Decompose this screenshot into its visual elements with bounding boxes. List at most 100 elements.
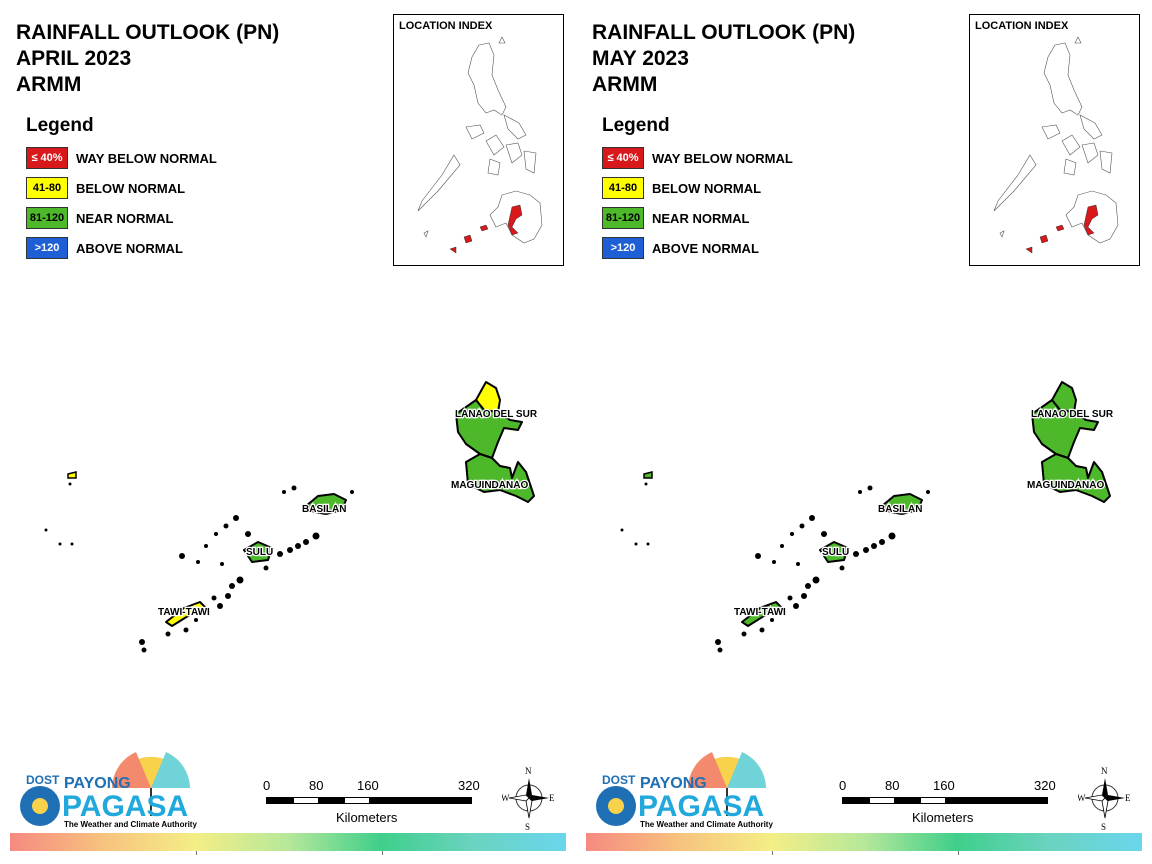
scale-bar: 0 80 160 320 Kilometers: [262, 776, 492, 836]
payong-pagasa-logo: DOST PAYONG PAGASA The Weather and Clima…: [594, 742, 774, 832]
legend-title: Legend: [602, 115, 670, 136]
legend-label: WAY BELOW NORMAL: [76, 151, 217, 166]
label-lanao-del-sur: LANAO DEL SUR: [1031, 409, 1114, 420]
legend-row-way-below-normal: ≤ 40% WAY BELOW NORMAL: [602, 147, 793, 177]
legend-label: BELOW NORMAL: [652, 181, 762, 196]
panel-title: RAINFALL OUTLOOK (PN) APRIL 2023 ARMM: [16, 20, 279, 98]
basilan-shape: [881, 493, 923, 515]
sulu-archipelago-islands: [620, 482, 930, 653]
logo-payong-text: PAYONG: [640, 775, 707, 792]
label-lanao-del-sur: LANAO DEL SUR: [455, 409, 538, 420]
scale-tick: 0: [263, 778, 271, 793]
scale-tick: 320: [458, 778, 480, 793]
scale-unit-label: Kilometers: [336, 810, 398, 825]
panel-title: RAINFALL OUTLOOK (PN) MAY 2023 ARMM: [592, 20, 855, 98]
basilan-shape: [305, 493, 347, 515]
compass-south-label: S: [1101, 822, 1106, 832]
scale-tick: 80: [309, 778, 324, 793]
armm-map: LANAO DEL SUR MAGUINDANAO BASILAN SULU T…: [0, 350, 576, 680]
legend-swatch: ≤ 40%: [26, 147, 68, 169]
scale-tick: 160: [357, 778, 379, 793]
legend-row-way-below-normal: ≤ 40% WAY BELOW NORMAL: [26, 147, 217, 177]
philippines-index-map: [417, 36, 543, 254]
compass-north-label: N: [525, 766, 532, 776]
scale-tick: 0: [839, 778, 847, 793]
label-sulu: SULU: [246, 547, 273, 558]
armm-province-map: LANAO DEL SUR MAGUINDANAO BASILAN SULU T…: [620, 381, 1115, 653]
legend-swatch: 81-120: [602, 207, 644, 229]
legend-label: WAY BELOW NORMAL: [652, 151, 793, 166]
maguindanao-shape: [1041, 453, 1111, 503]
sulu-shape: [243, 541, 273, 563]
tawi-tawi-shape: [741, 601, 783, 627]
logo-pagasa-text: PAGASA: [62, 790, 188, 823]
legend-swatch: 41-80: [602, 177, 644, 199]
legend-row-near-normal: 81-120 NEAR NORMAL: [26, 207, 174, 237]
legend-swatch: >120: [26, 237, 68, 259]
legend-label: NEAR NORMAL: [76, 211, 174, 226]
scale-bar-segments: [266, 797, 472, 804]
payong-pagasa-logo: DOST PAYONG PAGASA The Weather and Clima…: [18, 742, 198, 832]
scale-tick: 320: [1034, 778, 1056, 793]
tawi-tawi-shape: [165, 601, 207, 627]
maguindanao-shape: [465, 453, 535, 503]
label-maguindanao: MAGUINDANAO: [451, 480, 528, 491]
label-tawi-tawi: TAWI-TAWI: [158, 607, 210, 618]
outlook-panel-april: RAINFALL OUTLOOK (PN) APRIL 2023 ARMM Le…: [0, 14, 576, 855]
legend-row-above-normal: >120 ABOVE NORMAL: [602, 237, 759, 267]
compass-east-label: E: [549, 793, 555, 803]
scale-tick: 160: [933, 778, 955, 793]
legend: Legend ≤ 40% WAY BELOW NORMAL 41-80 BELO…: [602, 115, 793, 267]
location-index-title: LOCATION INDEX: [399, 20, 493, 32]
legend-title: Legend: [26, 115, 94, 136]
scale-bar-segments: [842, 797, 1048, 804]
title-line-region: ARMM: [16, 73, 82, 96]
legend-swatch: 41-80: [26, 177, 68, 199]
legend-row-above-normal: >120 ABOVE NORMAL: [26, 237, 183, 267]
small-island-shape: [67, 471, 77, 479]
title-line-region: ARMM: [592, 73, 658, 96]
legend-label: NEAR NORMAL: [652, 211, 750, 226]
label-sulu: SULU: [822, 547, 849, 558]
legend-swatch: >120: [602, 237, 644, 259]
title-line-outlook: RAINFALL OUTLOOK (PN): [16, 21, 280, 44]
scale-bar: 0 80 160 320 Kilometers: [838, 776, 1068, 836]
logo-dost-text: DOST: [26, 773, 60, 787]
legend: Legend ≤ 40% WAY BELOW NORMAL 41-80 BELO…: [26, 115, 217, 267]
armm-map: LANAO DEL SUR MAGUINDANAO BASILAN SULU T…: [576, 350, 1152, 680]
label-basilan: BASILAN: [302, 504, 346, 515]
logo-payong-text: PAYONG: [64, 775, 131, 792]
label-maguindanao: MAGUINDANAO: [1027, 480, 1104, 491]
sulu-shape: [819, 541, 849, 563]
title-line-month: APRIL 2023: [16, 47, 132, 70]
label-basilan: BASILAN: [878, 504, 922, 515]
label-tawi-tawi: TAWI-TAWI: [734, 607, 786, 618]
scale-tick: 80: [885, 778, 900, 793]
logo-tagline: The Weather and Climate Authority: [64, 820, 197, 829]
legend-row-below-normal: 41-80 BELOW NORMAL: [26, 177, 185, 207]
footer-color-band: [10, 833, 566, 851]
logo-pagasa-text: PAGASA: [638, 790, 764, 823]
north-arrow-compass: N S E W: [1077, 764, 1132, 832]
armm-province-map: LANAO DEL SUR MAGUINDANAO BASILAN SULU T…: [44, 381, 539, 653]
lanao-del-sur-shape: [1031, 399, 1099, 459]
logo-tagline: The Weather and Climate Authority: [640, 820, 773, 829]
compass-north-label: N: [1101, 766, 1108, 776]
scale-unit-label: Kilometers: [912, 810, 974, 825]
sulu-archipelago-islands: [44, 482, 354, 653]
lanao-del-sur-shape: [455, 399, 523, 459]
outlook-panel-may: RAINFALL OUTLOOK (PN) MAY 2023 ARMM Lege…: [576, 0, 1152, 864]
title-line-outlook: RAINFALL OUTLOOK (PN): [592, 21, 856, 44]
footer-color-band: [586, 833, 1142, 851]
legend-label: ABOVE NORMAL: [76, 241, 183, 256]
location-index-inset: LOCATION INDEX: [393, 14, 564, 266]
legend-label: ABOVE NORMAL: [652, 241, 759, 256]
location-index-inset: LOCATION INDEX: [969, 14, 1140, 266]
legend-label: BELOW NORMAL: [76, 181, 186, 196]
compass-west-label: W: [502, 793, 510, 803]
north-arrow-compass: N S E W: [501, 764, 556, 832]
legend-row-near-normal: 81-120 NEAR NORMAL: [602, 207, 750, 237]
location-index-title: LOCATION INDEX: [975, 20, 1069, 32]
compass-south-label: S: [525, 822, 530, 832]
legend-swatch: 81-120: [26, 207, 68, 229]
